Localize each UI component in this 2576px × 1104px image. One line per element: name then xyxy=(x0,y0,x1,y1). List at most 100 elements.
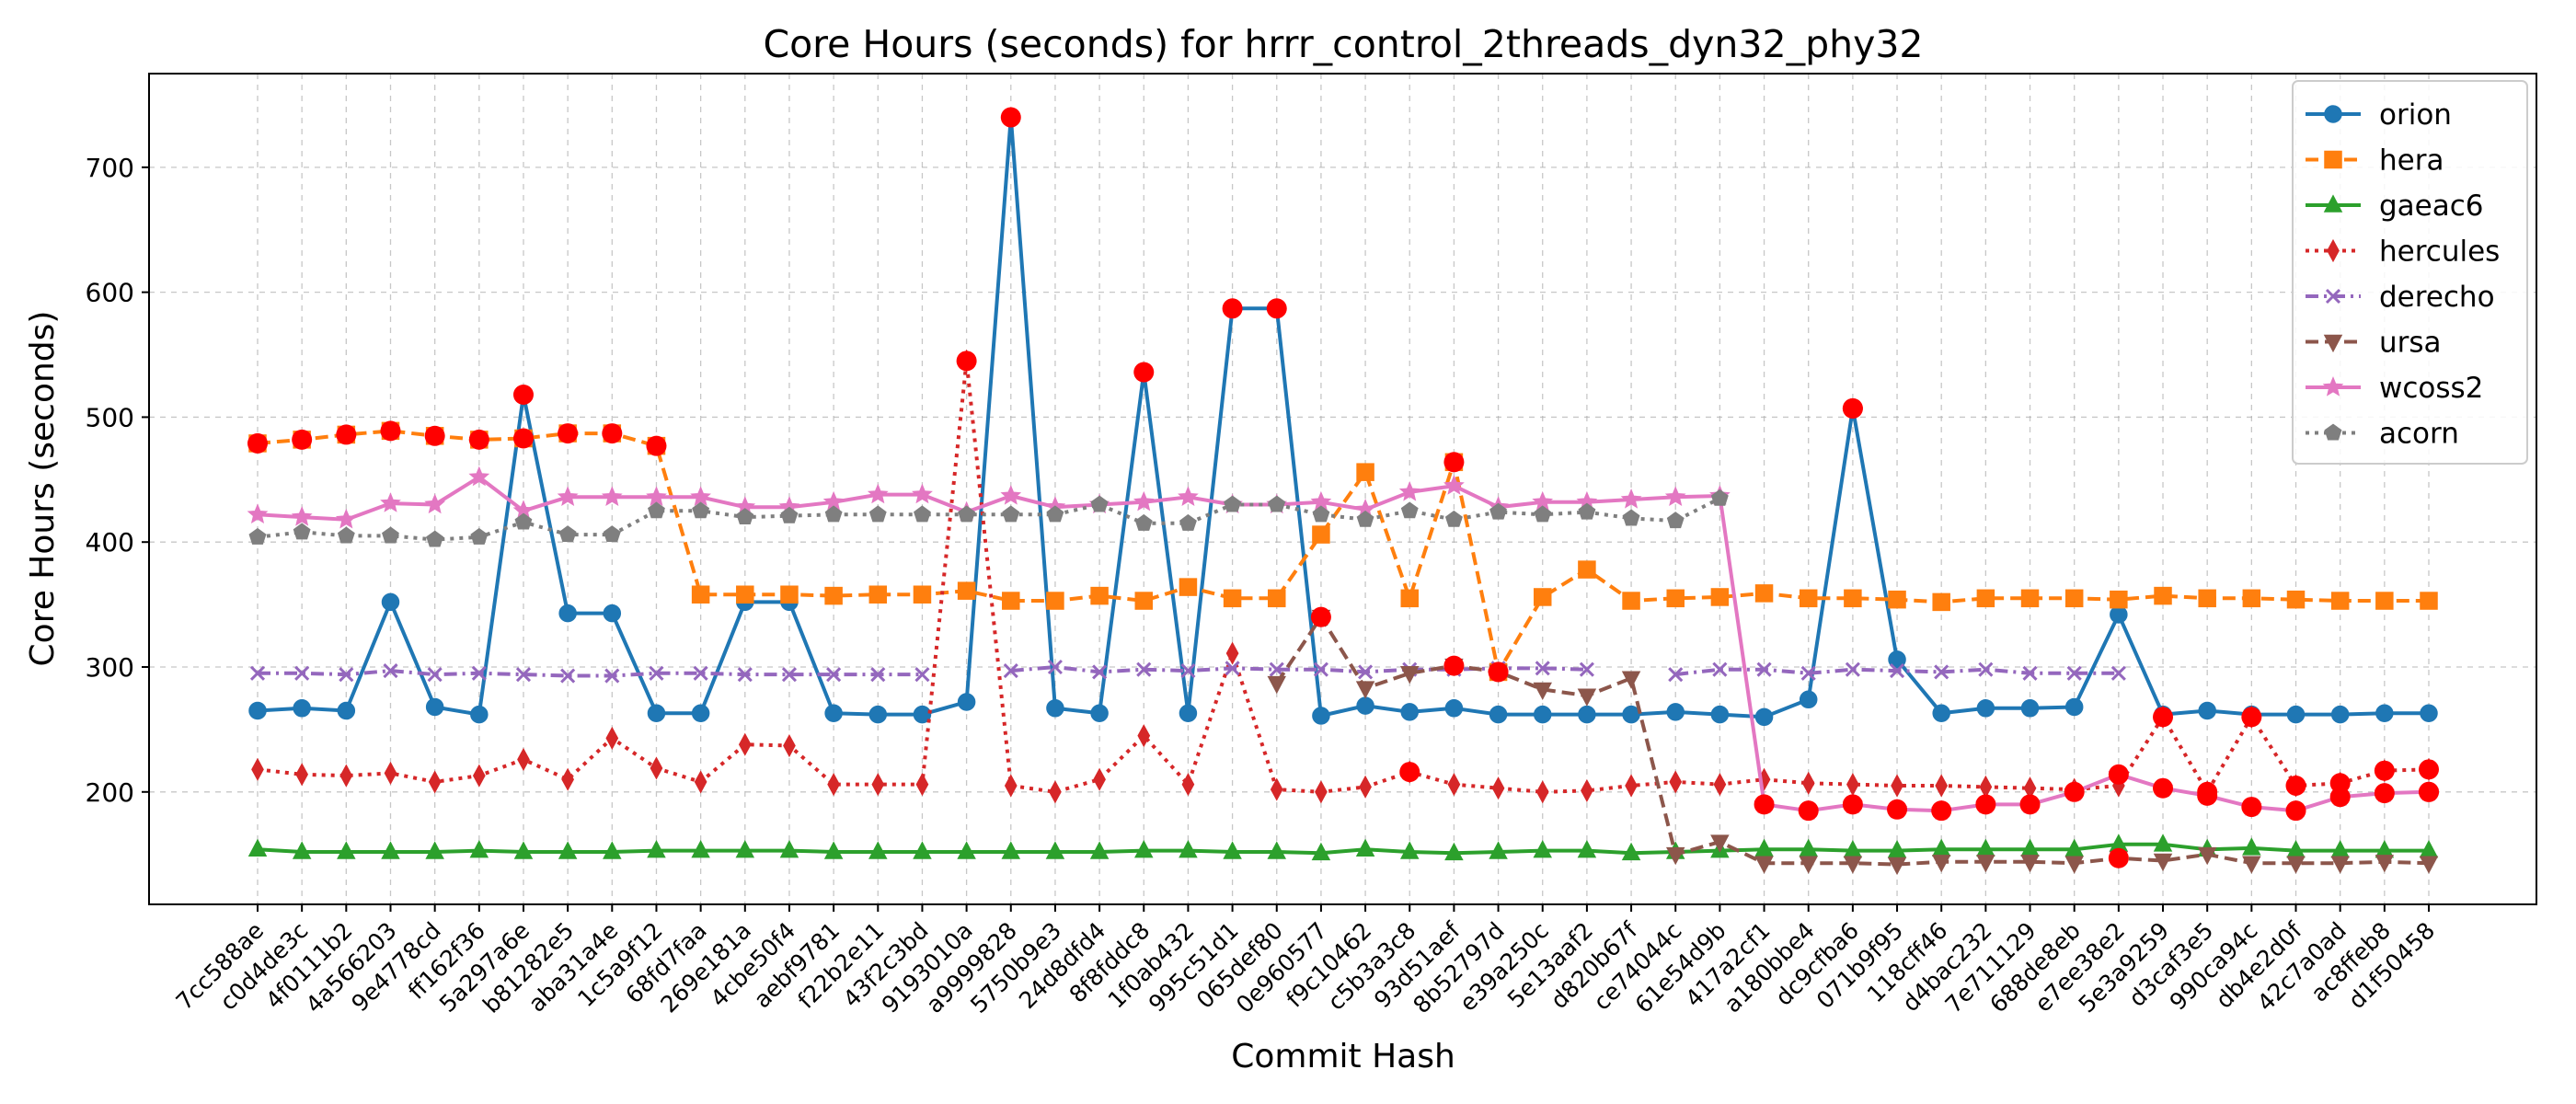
highlight-point xyxy=(512,428,534,449)
series-hera xyxy=(248,421,2438,682)
data-point xyxy=(382,526,399,544)
data-point xyxy=(1223,841,1242,859)
highlight-point xyxy=(2108,764,2129,785)
data-point xyxy=(1887,857,1907,876)
data-point xyxy=(958,505,976,523)
data-point xyxy=(337,841,356,859)
data-point xyxy=(913,585,932,604)
data-point xyxy=(1534,505,1552,523)
data-point xyxy=(1311,842,1331,861)
data-point xyxy=(691,585,710,604)
data-point xyxy=(1398,480,1420,501)
data-point xyxy=(249,665,266,681)
data-point xyxy=(1621,671,1641,689)
data-point xyxy=(384,761,397,785)
data-point xyxy=(1846,773,1859,797)
data-point xyxy=(1577,840,1597,858)
highlight-point xyxy=(558,423,579,444)
highlight-point xyxy=(424,425,445,446)
data-point xyxy=(2375,855,2395,873)
data-point xyxy=(1666,512,1685,529)
data-point xyxy=(2286,590,2306,609)
legend-label: gaeac6 xyxy=(2379,190,2484,223)
data-point xyxy=(1225,641,1239,665)
data-point xyxy=(468,466,490,487)
data-point xyxy=(605,726,619,750)
legend-marker xyxy=(2324,150,2342,169)
series-gaeac6 xyxy=(247,834,2439,861)
data-point xyxy=(1978,661,1994,677)
legend-label: ursa xyxy=(2379,327,2442,360)
data-point xyxy=(868,841,888,859)
highlight-point xyxy=(1443,655,1465,676)
data-point xyxy=(1400,589,1419,608)
data-point xyxy=(514,512,533,530)
legend-entry-acorn: acorn xyxy=(2306,418,2459,451)
y-tick-label: 500 xyxy=(86,402,134,432)
data-point xyxy=(650,756,663,780)
data-point xyxy=(1178,486,1199,506)
data-point xyxy=(2153,853,2173,872)
data-point xyxy=(1047,659,1064,675)
data-point xyxy=(425,697,444,717)
data-point xyxy=(427,667,443,683)
data-point xyxy=(1666,703,1685,721)
data-point xyxy=(1267,675,1287,695)
data-point xyxy=(1535,661,1550,676)
data-point xyxy=(1000,485,1022,505)
data-point xyxy=(1356,510,1374,527)
data-point xyxy=(827,773,840,797)
data-point xyxy=(1315,780,1328,804)
data-point xyxy=(1049,780,1062,804)
data-point xyxy=(2197,846,2217,866)
data-point xyxy=(1668,667,1684,683)
data-point xyxy=(957,841,976,859)
data-point xyxy=(1002,505,1020,523)
highlight-point xyxy=(2419,781,2439,802)
data-point xyxy=(2110,665,2126,681)
data-point xyxy=(1443,475,1465,495)
data-point xyxy=(1666,589,1685,608)
data-point xyxy=(780,585,799,604)
data-point xyxy=(2110,605,2128,624)
highlight-point xyxy=(2241,797,2262,818)
legend-entry-ursa: ursa xyxy=(2306,327,2442,360)
data-point xyxy=(1800,665,1816,681)
legend-entry-orion: orion xyxy=(2306,98,2452,132)
data-point xyxy=(381,592,400,612)
data-point xyxy=(1093,767,1106,791)
data-point xyxy=(383,663,398,679)
data-point xyxy=(2242,589,2261,608)
data-point xyxy=(292,841,312,859)
data-point xyxy=(1888,590,1906,609)
data-point xyxy=(513,841,534,859)
legend-label: wcoss2 xyxy=(2379,372,2483,405)
data-point xyxy=(339,764,353,788)
data-point xyxy=(2198,701,2216,720)
data-point xyxy=(1932,704,1950,722)
data-point xyxy=(1355,681,1375,699)
series-line xyxy=(1275,615,2430,867)
data-point xyxy=(1399,841,1420,859)
highlight-point xyxy=(2108,847,2129,868)
data-point xyxy=(957,581,976,600)
data-point xyxy=(293,523,311,540)
highlight-point xyxy=(2241,707,2262,728)
highlight-point xyxy=(380,420,401,442)
data-point xyxy=(647,704,666,722)
data-point xyxy=(2375,592,2394,610)
data-point xyxy=(604,668,620,684)
data-point xyxy=(691,840,710,858)
data-point xyxy=(1754,584,1774,603)
data-point xyxy=(1223,589,1242,608)
highlight-point xyxy=(956,351,977,372)
data-point xyxy=(1491,776,1505,800)
legend-entry-gaeac6: gaeac6 xyxy=(2306,190,2484,223)
data-point xyxy=(603,525,621,543)
data-point xyxy=(1710,489,1729,506)
data-point xyxy=(647,840,666,858)
data-point xyxy=(603,604,622,623)
highlight-point xyxy=(1222,298,1243,319)
data-point xyxy=(1533,705,1552,724)
